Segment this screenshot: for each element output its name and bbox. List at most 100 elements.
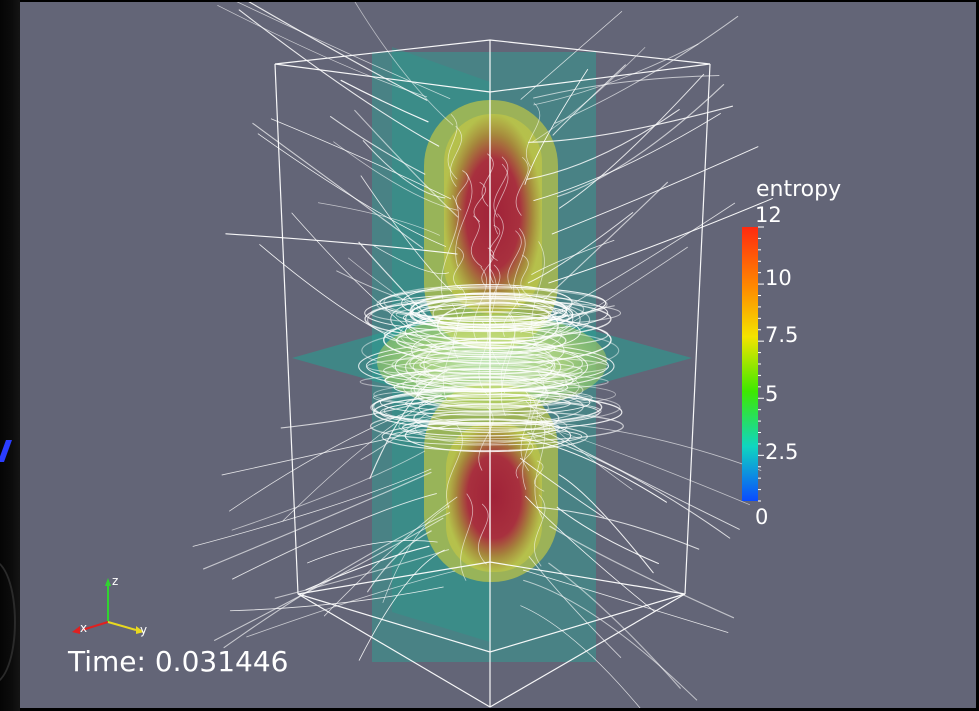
streamline — [192, 468, 432, 547]
streamline — [361, 327, 620, 374]
streamline — [556, 84, 725, 198]
visualization-scene: z x y — [72, 2, 773, 708]
left-background-strip — [0, 0, 20, 711]
streamline — [460, 493, 473, 581]
streamline — [528, 556, 622, 658]
streamline — [395, 326, 567, 356]
colorbar — [742, 226, 764, 502]
streamline — [470, 215, 483, 268]
streamline — [364, 298, 612, 340]
streamline — [383, 399, 602, 424]
streamline — [520, 605, 641, 708]
streamline — [252, 122, 424, 249]
streamline — [478, 320, 489, 397]
streamline — [489, 264, 501, 325]
streamline — [446, 424, 463, 509]
colorbar-tick-label: 10 — [765, 266, 792, 290]
streamline — [453, 247, 464, 291]
streamline — [291, 212, 437, 347]
streamline — [401, 284, 573, 322]
streamline — [373, 245, 450, 274]
streamline — [410, 376, 584, 405]
streamline — [520, 254, 533, 299]
colorbar-gradient — [742, 227, 758, 501]
streamline — [257, 133, 447, 247]
colorbar-ticks — [758, 226, 764, 502]
streamline — [452, 286, 467, 359]
streamline — [418, 392, 549, 424]
streamline — [525, 495, 655, 612]
streamline — [532, 47, 646, 143]
streamline — [533, 43, 699, 106]
streamline — [381, 422, 588, 452]
streamline — [432, 295, 557, 332]
colorbar-tick-label: 2.5 — [765, 440, 799, 464]
streamline — [358, 549, 445, 661]
streamline — [442, 304, 459, 401]
streamline — [520, 11, 623, 100]
streamline — [231, 450, 426, 531]
streamline — [534, 460, 545, 492]
streamline — [540, 181, 669, 303]
streamline — [376, 288, 608, 321]
streamline — [526, 109, 680, 180]
streamline — [531, 241, 545, 347]
streamline — [534, 494, 546, 567]
streamline — [500, 312, 516, 394]
streamline — [413, 373, 547, 406]
streamline — [524, 400, 633, 490]
time-label: Time: 0.031446 — [68, 645, 289, 678]
streamline — [223, 512, 451, 649]
streamline — [274, 549, 450, 599]
streamline — [225, 233, 458, 255]
streamline — [552, 64, 626, 136]
streamline — [383, 285, 573, 319]
streamline — [527, 105, 734, 143]
streamline — [333, 141, 459, 211]
streamline — [522, 569, 729, 633]
streamline — [515, 440, 534, 479]
streamline — [447, 114, 458, 180]
streamline — [488, 268, 501, 366]
streamline — [229, 394, 453, 512]
streamline — [336, 270, 443, 310]
streamline — [515, 156, 529, 216]
colorbar-tick-label: 0 — [755, 505, 769, 529]
axis-x-label: x — [80, 621, 87, 635]
streamline — [238, 9, 440, 147]
colorbar-title: entropy — [756, 177, 842, 202]
streamline — [409, 297, 574, 331]
streamline — [449, 126, 463, 187]
streamline — [536, 506, 700, 550]
streamline — [554, 15, 739, 124]
streamline — [394, 341, 589, 391]
streamline — [556, 506, 659, 565]
streamline — [533, 74, 720, 99]
streamline — [502, 285, 521, 337]
streamline — [367, 530, 432, 593]
streamline — [525, 420, 751, 506]
axes-triad: z x y — [72, 574, 147, 637]
streamline — [533, 113, 721, 202]
streamline — [404, 344, 562, 390]
streamline — [323, 496, 458, 617]
streamline — [246, 570, 456, 638]
streamline — [478, 407, 494, 471]
streamline — [413, 403, 560, 434]
3d-viewport[interactable]: z x y entropy 12 10 7.5 5 2.5 0 Time: 0.… — [20, 2, 976, 708]
streamline — [527, 432, 731, 539]
streamline — [329, 115, 426, 175]
streamline — [544, 430, 740, 530]
streamline — [527, 212, 634, 284]
streamline — [481, 153, 494, 207]
streamline — [548, 198, 773, 284]
streamline — [404, 295, 581, 343]
streamline — [398, 413, 568, 440]
streamline — [202, 471, 432, 570]
streamline — [410, 292, 568, 328]
streamline — [412, 349, 556, 384]
streamline — [369, 369, 448, 479]
streamline — [340, 79, 429, 123]
streamline — [507, 230, 522, 289]
